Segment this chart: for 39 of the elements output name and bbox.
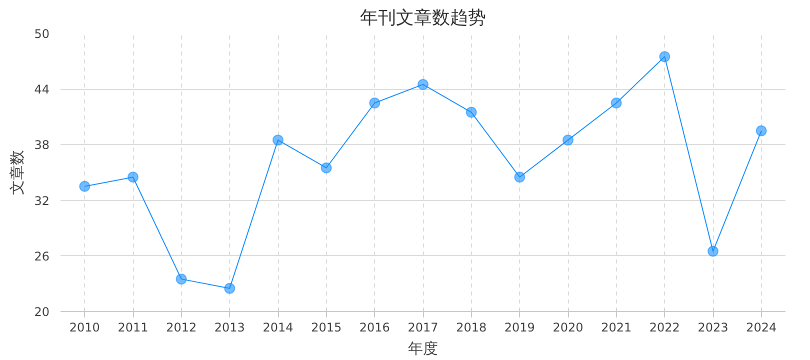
x-axis-title: 年度 xyxy=(408,340,438,358)
y-tick-label: 32 xyxy=(34,194,50,208)
point xyxy=(272,134,284,146)
y-tick-label: 20 xyxy=(34,305,50,319)
x-tick-label: 2019 xyxy=(504,320,535,334)
x-tick-label: 2015 xyxy=(311,320,342,334)
y-axis-title: 文章数 xyxy=(8,150,26,195)
point xyxy=(514,172,526,183)
x-tick-label: 2016 xyxy=(359,320,390,334)
point xyxy=(128,172,138,183)
chart-title: 年刊文章数趋势 xyxy=(360,8,486,28)
x-tick-label: 2021 xyxy=(601,320,632,334)
x-tick-label: 2013 xyxy=(214,320,245,334)
point xyxy=(466,106,477,118)
x-tick-label: 2014 xyxy=(262,320,294,334)
y-tick-label: 38 xyxy=(34,138,50,152)
x-tick-label: 2017 xyxy=(408,320,438,334)
y-tick-label: 26 xyxy=(34,249,50,264)
point xyxy=(176,274,187,285)
x-tick-label: 2010 xyxy=(69,320,100,334)
x-tick-label: 2023 xyxy=(698,320,728,334)
y-tick-label: 44 xyxy=(34,82,50,97)
x-tick-label: 2011 xyxy=(118,320,148,334)
point xyxy=(369,98,380,108)
x-tick-label: 2024 xyxy=(746,320,777,334)
point xyxy=(610,98,622,108)
x-tick-label: 2022 xyxy=(649,320,680,334)
point xyxy=(562,134,574,146)
point xyxy=(418,78,428,90)
point xyxy=(756,125,767,136)
point xyxy=(224,282,236,294)
point xyxy=(320,162,332,174)
point xyxy=(659,51,670,62)
x-tick-label: 2018 xyxy=(456,320,487,334)
x-tick-label: 2020 xyxy=(552,320,584,334)
point xyxy=(79,180,90,192)
x-tick-label: 2012 xyxy=(166,320,197,334)
y-tick-label: 50 xyxy=(34,27,50,41)
point xyxy=(708,246,718,257)
